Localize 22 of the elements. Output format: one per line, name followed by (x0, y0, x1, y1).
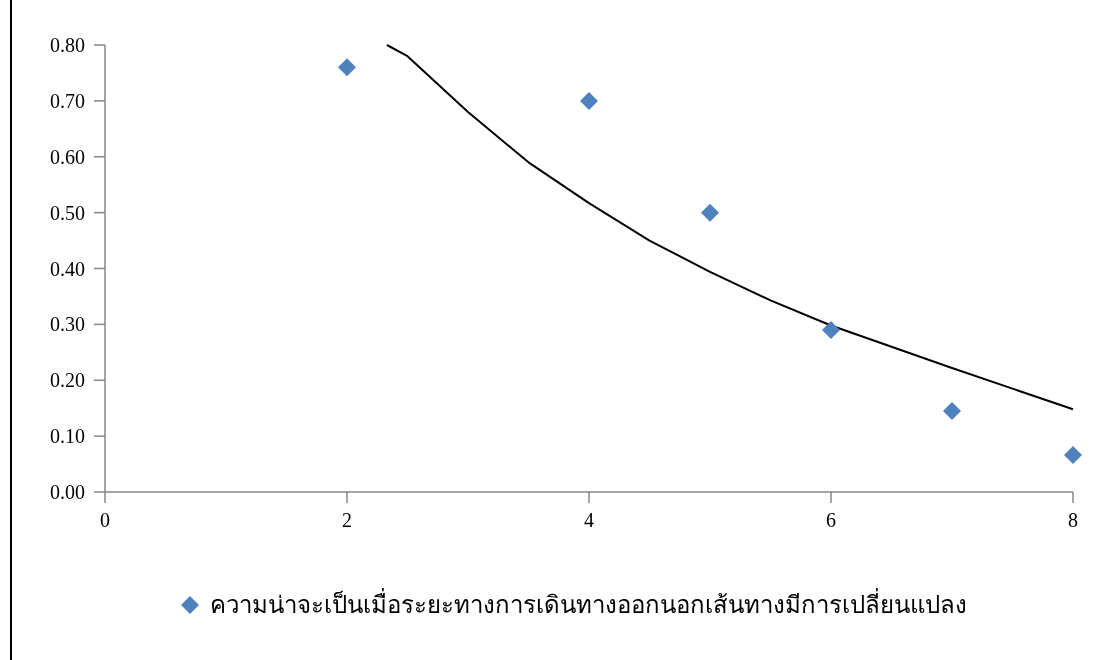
point (701, 203, 719, 222)
x-tick-label: 4 (584, 509, 594, 531)
x-tick-label: 0 (100, 509, 110, 531)
y-tick-label: 0.70 (50, 89, 85, 112)
y-tick-label: 0.30 (50, 313, 85, 336)
x-tick-label: 8 (1068, 509, 1078, 531)
y-tick-label: 0.60 (50, 145, 85, 168)
y-tick-label: 0.40 (50, 257, 85, 280)
y-tick-label: 0.10 (50, 425, 85, 448)
x-tick-label: 2 (342, 509, 352, 531)
line-series (385, 44, 1074, 411)
point (822, 320, 840, 339)
y-tick-label: 0.50 (50, 201, 85, 224)
point (1064, 446, 1082, 465)
y-tick-label: 0.80 (50, 34, 85, 56)
x-tick-label: 6 (826, 509, 836, 531)
point (580, 91, 598, 110)
point (943, 401, 961, 420)
legend-label: ความน่าจะเป็นเมื่อระยะทางการเดินทางออกนอกเส้นทางมีการเปลี่ยนแปลง (210, 588, 967, 618)
point (338, 58, 356, 77)
y-tick-label: 0.00 (50, 481, 85, 503)
y-tick-label: 0.20 (50, 369, 85, 392)
